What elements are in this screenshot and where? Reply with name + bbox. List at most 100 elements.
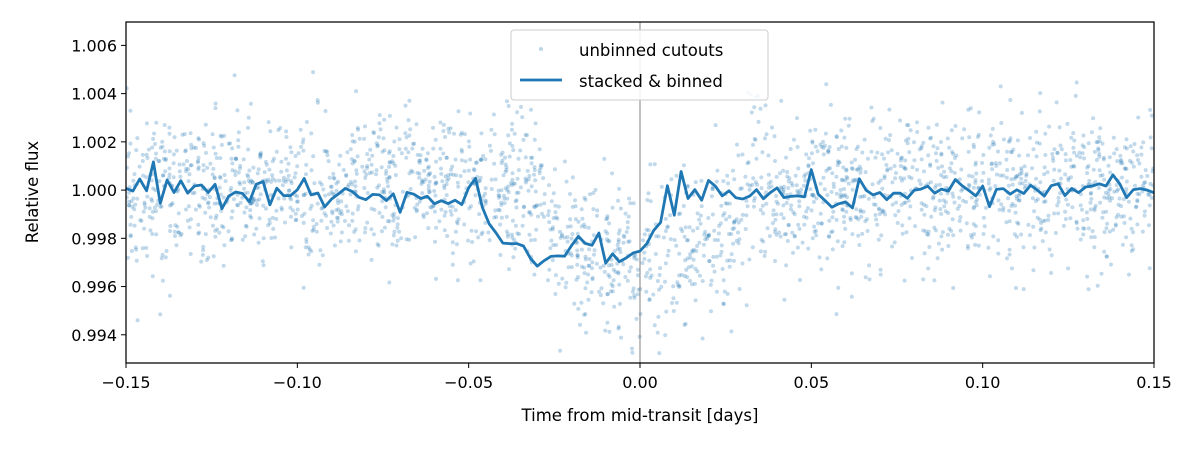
- scatter-point: [605, 237, 609, 242]
- scatter-point: [427, 189, 432, 194]
- scatter-point: [648, 162, 653, 167]
- scatter-point: [304, 172, 308, 177]
- scatter-point: [173, 234, 177, 238]
- scatter-point: [321, 187, 326, 192]
- scatter-point: [185, 218, 190, 223]
- scatter-point: [938, 207, 943, 212]
- scatter-point: [622, 235, 627, 239]
- scatter-point: [708, 282, 713, 287]
- scatter-point: [1004, 220, 1009, 225]
- scatter-point: [569, 236, 574, 241]
- scatter-point: [210, 132, 215, 137]
- scatter-point: [197, 137, 201, 142]
- scatter-point: [695, 211, 700, 216]
- scatter-point: [1107, 229, 1112, 234]
- scatter-point: [1135, 222, 1140, 227]
- scatter-point: [646, 191, 651, 196]
- scatter-point: [759, 186, 764, 191]
- scatter-point: [829, 190, 834, 194]
- scatter-point: [764, 201, 769, 206]
- scatter-point: [523, 180, 528, 185]
- scatter-point: [1011, 167, 1016, 171]
- scatter-point: [506, 104, 511, 108]
- scatter-point: [657, 273, 662, 277]
- scatter-point: [558, 348, 563, 353]
- scatter-point: [176, 211, 181, 216]
- scatter-point: [350, 218, 355, 223]
- scatter-point: [1149, 195, 1154, 200]
- scatter-point: [362, 136, 367, 141]
- scatter-point: [905, 141, 910, 146]
- scatter-point: [830, 171, 835, 176]
- scatter-point: [408, 127, 413, 132]
- scatter-point: [129, 214, 134, 219]
- scatter-point: [1019, 110, 1024, 115]
- scatter-point: [798, 278, 802, 282]
- scatter-point: [822, 187, 827, 192]
- scatter-point: [298, 127, 303, 132]
- scatter-point: [569, 265, 574, 270]
- scatter-point: [1081, 226, 1086, 231]
- scatter-point: [904, 230, 909, 235]
- scatter-point: [615, 261, 620, 266]
- scatter-point: [403, 146, 408, 151]
- scatter-point: [272, 156, 276, 161]
- scatter-point: [616, 198, 621, 203]
- scatter-point: [1081, 133, 1086, 138]
- scatter-point: [1037, 109, 1042, 114]
- scatter-point: [731, 168, 735, 173]
- scatter-point: [140, 152, 145, 157]
- scatter-point: [1001, 208, 1006, 213]
- scatter-point: [589, 290, 594, 295]
- scatter-point: [821, 152, 826, 157]
- scatter-point: [1126, 199, 1131, 204]
- scatter-point: [949, 128, 954, 133]
- scatter-point: [946, 244, 951, 248]
- scatter-point: [242, 180, 247, 185]
- x-tick-label: 0.15: [1136, 373, 1172, 392]
- scatter-point: [902, 176, 907, 181]
- scatter-point: [981, 215, 986, 220]
- scatter-point: [462, 169, 467, 174]
- scatter-point: [218, 175, 223, 180]
- scatter-point: [157, 179, 162, 184]
- scatter-point: [1063, 172, 1068, 177]
- scatter-point: [127, 203, 132, 208]
- scatter-point: [752, 196, 757, 200]
- scatter-point: [338, 153, 343, 158]
- scatter-point: [400, 189, 405, 194]
- scatter-point: [193, 207, 198, 212]
- scatter-point: [635, 292, 640, 297]
- scatter-point: [1035, 215, 1040, 220]
- scatter-point: [346, 184, 350, 189]
- scatter-point: [354, 89, 359, 94]
- scatter-point: [192, 190, 197, 195]
- scatter-point: [736, 230, 740, 235]
- scatter-point: [1098, 126, 1103, 131]
- scatter-point: [456, 184, 461, 189]
- scatter-point: [429, 205, 434, 210]
- scatter-point: [1074, 80, 1079, 85]
- scatter-point: [318, 248, 323, 253]
- scatter-point: [142, 226, 147, 231]
- scatter-point: [248, 208, 253, 213]
- scatter-point: [842, 240, 847, 245]
- scatter-point: [433, 181, 438, 186]
- scatter-point: [711, 263, 716, 268]
- scatter-point: [579, 300, 584, 305]
- scatter-point: [489, 187, 494, 191]
- scatter-point: [206, 201, 210, 206]
- scatter-point: [928, 136, 933, 141]
- scatter-point: [752, 105, 757, 110]
- scatter-point: [210, 172, 215, 177]
- scatter-point: [1135, 199, 1140, 204]
- scatter-point: [1039, 221, 1043, 225]
- scatter-point: [342, 219, 347, 223]
- scatter-point: [251, 180, 255, 185]
- scatter-point: [142, 200, 147, 205]
- scatter-point: [194, 146, 198, 150]
- scatter-point: [532, 165, 537, 170]
- scatter-point: [690, 282, 694, 287]
- scatter-point: [188, 163, 193, 168]
- scatter-point: [1078, 237, 1083, 242]
